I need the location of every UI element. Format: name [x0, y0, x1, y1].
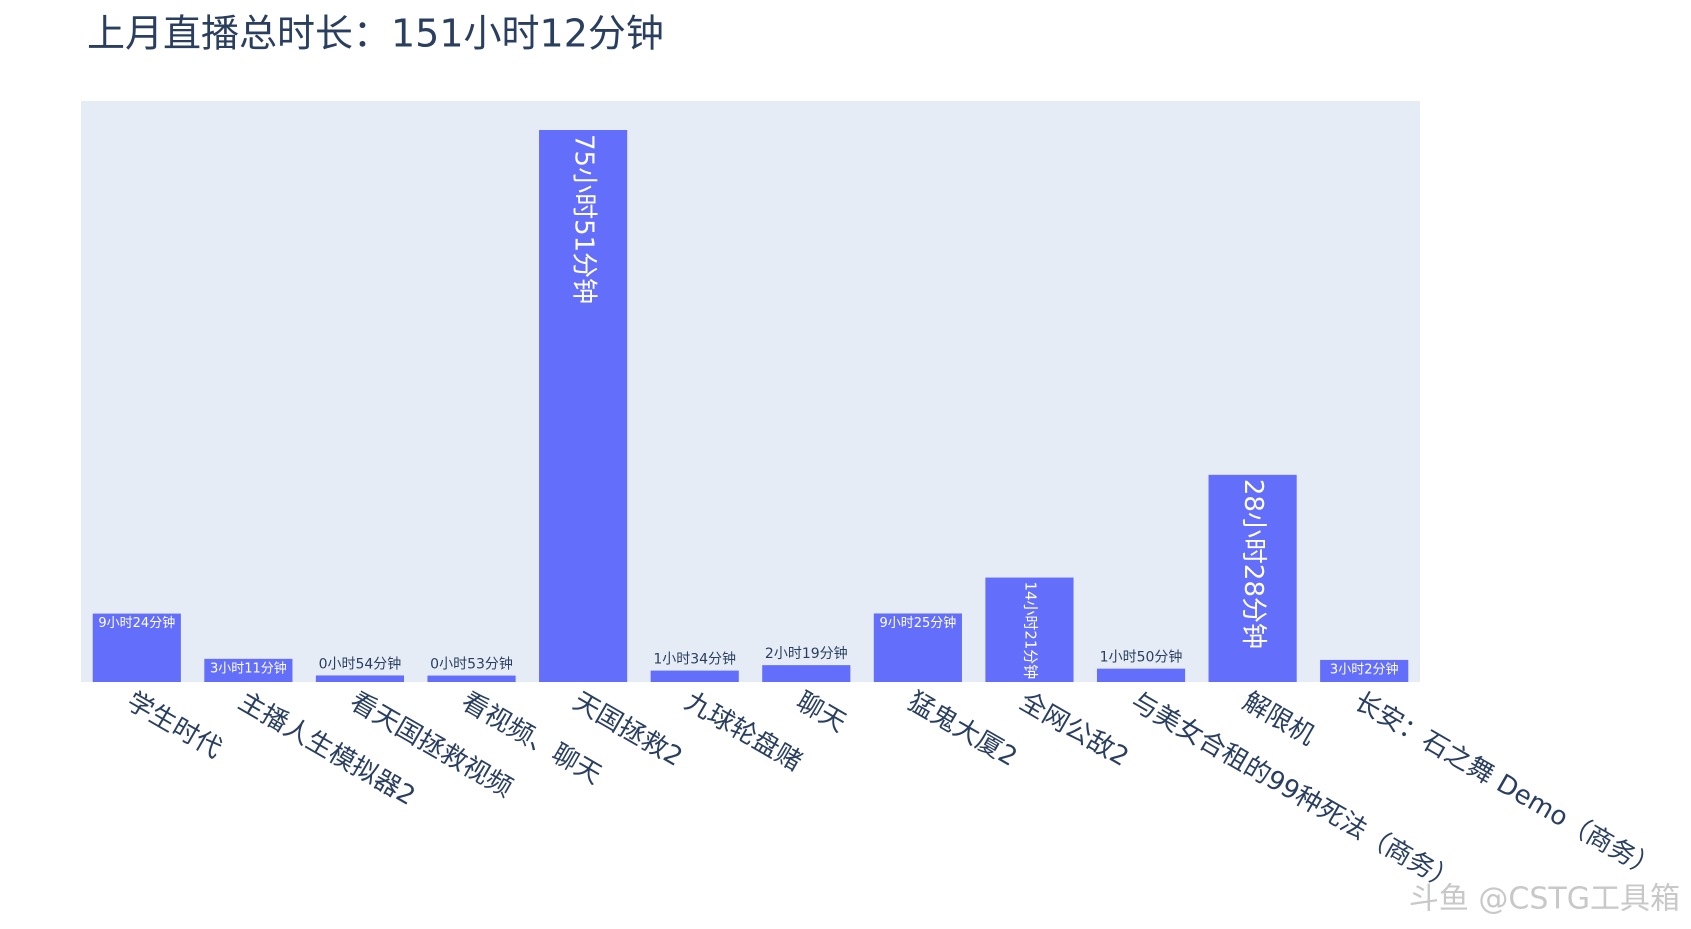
bar [1320, 659, 1409, 682]
bar [315, 675, 405, 682]
x-tick-label: 解限机 [1237, 687, 1320, 752]
value-label: 1小时34分钟 [653, 651, 736, 668]
x-tick-label: 猛鬼大厦2 [903, 687, 1022, 773]
watermark: 斗鱼 @CSTG工具箱 [1409, 882, 1680, 917]
bar [1096, 668, 1186, 682]
chart-title: 上月直播总时长：151小时12分钟 [87, 12, 664, 56]
bar [1208, 474, 1297, 682]
plot-area [81, 101, 1420, 682]
value-label: 75小时51分钟 [569, 134, 599, 304]
x-tick-label: 全网公敌2 [1014, 687, 1133, 773]
value-label: 14小时21分钟 [1021, 582, 1039, 680]
bar [539, 129, 628, 682]
bar [762, 665, 851, 682]
bar [873, 613, 962, 682]
value-label: 3小时2分钟 [1330, 661, 1399, 677]
x-tick-label: 聊天 [791, 687, 851, 739]
bar [985, 577, 1074, 682]
value-label: 2小时19分钟 [765, 645, 848, 662]
bar [650, 670, 739, 682]
value-label: 3小时11分钟 [210, 660, 287, 676]
x-tick-label: 学生时代 [122, 687, 227, 765]
value-label: 9小时25分钟 [879, 615, 956, 631]
value-label: 0小时53分钟 [430, 656, 513, 673]
value-label: 0小时54分钟 [319, 655, 402, 672]
x-tick-label: 九球轮盘赌 [679, 687, 807, 778]
value-label: 1小时50分钟 [1100, 649, 1183, 666]
bar [427, 675, 516, 682]
value-label: 28小时28分钟 [1238, 479, 1268, 649]
bar [204, 658, 293, 682]
value-label: 9小时24分钟 [98, 615, 175, 631]
bar [92, 613, 181, 682]
